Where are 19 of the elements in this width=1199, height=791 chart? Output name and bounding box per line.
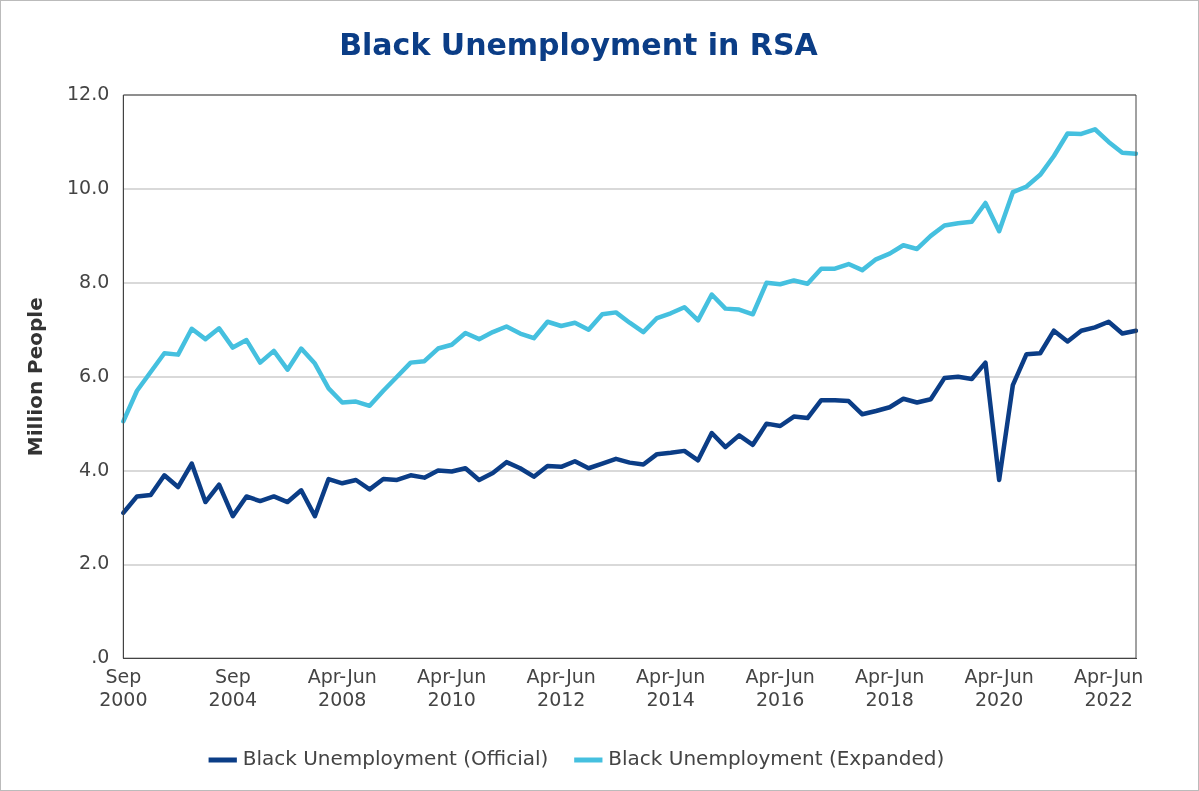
y-tick-label: 4.0 [79,457,110,480]
y-tick-label: 10.0 [66,175,110,198]
x-tick-label: Apr-Jun 2016 [745,664,815,710]
x-tick-label: Apr-Jun 2012 [526,664,596,710]
x-tick-label: Apr-Jun 2020 [964,664,1034,710]
x-tick-label: Apr-Jun 2014 [636,664,706,710]
x-tick-label: Apr-Jun 2022 [1074,664,1144,710]
x-tick-label: Apr-Jun 2008 [307,664,377,710]
x-tick-label: Apr-Jun 2010 [417,664,487,710]
x-tick-label: Sep 2004 [208,664,257,710]
chart-title: Black Unemployment in RSA [339,26,819,62]
y-tick-label: 6.0 [79,363,110,386]
legend-label: Black Unemployment (Official) [242,746,549,771]
y-tick-label: 12.0 [66,81,110,104]
legend-label: Black Unemployment (Expanded) [608,746,945,771]
x-tick-label: Apr-Jun 2018 [855,664,925,710]
y-tick-label: 8.0 [79,269,110,292]
y-tick-label: 2.0 [79,551,110,574]
y-axis-title: Million People [23,297,48,457]
